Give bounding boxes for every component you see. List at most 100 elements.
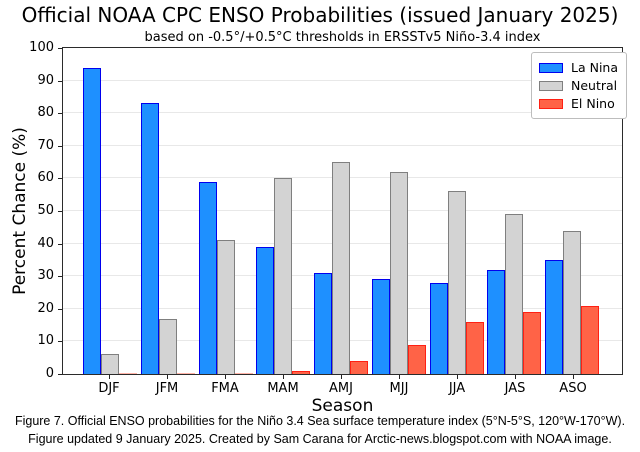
y-tick-label-30: 30 [37, 268, 54, 284]
bar-group-aso [545, 48, 599, 374]
x-tick-label-mjj: MJJ [389, 381, 409, 396]
bar-la-nina-jfm [140, 103, 159, 374]
y-tick-label-100: 100 [29, 40, 54, 55]
legend-swatch-el-nino [539, 98, 563, 109]
x-axis-label: Season [311, 396, 374, 416]
x-axis-tick-labels: DJF JFM FMA MAM AMJ MJJ JJA JAS ASO [62, 381, 623, 396]
bar-el-nino-jja [465, 322, 484, 374]
legend-swatch-la-nina [539, 62, 563, 73]
x-tick-mark-jfm [166, 375, 168, 379]
bar-la-nina-jas [487, 270, 506, 374]
x-tick-mark-jja [456, 375, 458, 379]
y-tick-label-20: 20 [37, 300, 54, 316]
plot-area [62, 47, 623, 375]
x-tick-mark-mjj [398, 375, 400, 379]
bar-group-mjj [371, 48, 426, 374]
bar-el-nino-djf [119, 373, 137, 374]
y-tick-label-10: 10 [37, 333, 54, 349]
bar-neutral-jja [447, 191, 466, 374]
legend: La Nina Neutral El Nino [531, 52, 628, 119]
x-tick-mark-aso [572, 375, 574, 379]
legend-item-la-nina: La Nina [539, 60, 618, 75]
bar-group-djf [83, 48, 137, 374]
x-tick-cell-jfm [140, 375, 194, 379]
figure-caption: Figure 7. Official ENSO probabilities fo… [0, 412, 640, 448]
bar-neutral-mam [274, 178, 293, 374]
bar-group-jja [429, 48, 484, 374]
bar-group-amj [314, 48, 368, 374]
x-axis-tick-marks [62, 375, 623, 379]
bar-la-nina-mjj [371, 279, 390, 374]
bar-la-nina-aso [545, 260, 563, 374]
x-tick-mark-fma [224, 375, 226, 379]
x-tick-label-djf: DJF [98, 381, 120, 396]
bar-neutral-amj [332, 162, 350, 374]
y-tick-mark-60 [58, 178, 62, 180]
legend-item-neutral: Neutral [539, 78, 618, 93]
bar-la-nina-mam [256, 247, 275, 374]
y-tick-label-90: 90 [37, 72, 54, 88]
y-tick-label-40: 40 [37, 235, 54, 251]
bar-el-nino-mam [292, 371, 311, 374]
y-tick-label-50: 50 [37, 203, 54, 218]
y-tick-mark-80 [58, 113, 62, 115]
bar-group-jfm [140, 48, 195, 374]
gridline-90 [63, 79, 622, 81]
gridline-70 [63, 144, 622, 146]
x-tick-cell-mjj [372, 375, 426, 379]
y-tick-label-70: 70 [37, 137, 54, 153]
x-tick-cell-jas [488, 375, 542, 379]
y-tick-label-0: 0 [45, 366, 54, 381]
y-tick-mark-90 [58, 80, 62, 82]
legend-swatch-neutral [539, 80, 563, 91]
x-tick-cell-aso [546, 375, 600, 379]
x-tick-cell-mam [256, 375, 310, 379]
bar-el-nino-aso [581, 306, 599, 374]
y-axis-tick-marks [58, 47, 62, 375]
bar-la-nina-jja [429, 283, 448, 374]
x-tick-mark-djf [108, 375, 110, 379]
x-tick-label-fma: FMA [211, 381, 239, 396]
figure-title: Official NOAA CPC ENSO Probabilities (is… [21, 3, 619, 27]
bar-la-nina-djf [83, 68, 101, 374]
caption-line-2: Figure updated 9 January 2025. Created b… [28, 432, 612, 447]
x-tick-mark-amj [340, 375, 342, 379]
bar-el-nino-jfm [176, 373, 195, 374]
x-tick-label-jas: JAS [504, 381, 526, 396]
x-tick-label-jfm: JFM [155, 381, 179, 396]
y-tick-mark-30 [58, 276, 62, 278]
chart-subtitle: based on -0.5°/+0.5°C thresholds in ERSS… [144, 30, 541, 45]
x-tick-cell-amj [314, 375, 368, 379]
bar-neutral-aso [563, 231, 581, 374]
x-tick-label-aso: ASO [559, 381, 587, 396]
caption-line-1: Figure 7. Official ENSO probabilities fo… [14, 414, 626, 428]
x-tick-cell-jja [430, 375, 484, 379]
bar-neutral-jas [505, 214, 524, 374]
x-tick-cell-djf [82, 375, 136, 379]
x-tick-mark-jas [514, 375, 516, 379]
y-tick-mark-70 [58, 145, 62, 147]
x-tick-label-jja: JJA [448, 381, 466, 396]
legend-item-el-nino: El Nino [539, 96, 618, 111]
x-tick-mark-mam [282, 375, 284, 379]
bar-group-fma [198, 48, 253, 374]
legend-label: La Nina [571, 60, 619, 75]
y-tick-mark-40 [58, 243, 62, 245]
bar-el-nino-jas [523, 312, 542, 374]
x-tick-cell-fma [198, 375, 252, 379]
y-tick-mark-50 [58, 211, 62, 212]
y-tick-mark-0 [58, 374, 62, 375]
y-tick-label-80: 80 [37, 105, 54, 121]
x-tick-label-mam: MAM [267, 381, 299, 396]
bar-el-nino-fma [234, 373, 253, 374]
gridline-80 [63, 112, 622, 114]
y-tick-label-60: 60 [37, 170, 54, 186]
legend-label: Neutral [571, 78, 618, 93]
legend-label: El Nino [571, 96, 615, 111]
x-tick-label-amj: AMJ [329, 381, 353, 396]
bar-group-mam [256, 48, 311, 374]
bar-groups [63, 48, 622, 374]
bar-neutral-djf [101, 354, 119, 374]
y-tick-mark-100 [58, 48, 62, 49]
